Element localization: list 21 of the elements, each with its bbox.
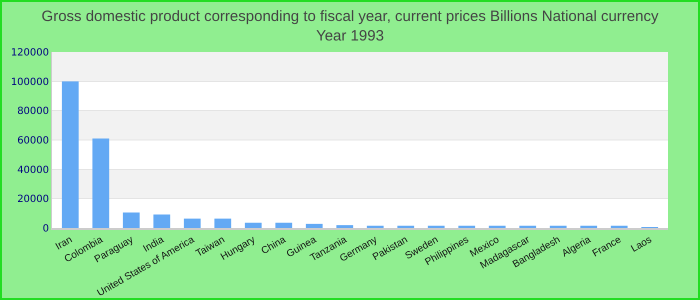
y-tick-label: 20000 xyxy=(17,194,49,206)
bar xyxy=(336,225,354,228)
bar xyxy=(214,218,232,228)
bar xyxy=(122,212,140,228)
x-tick-label: China xyxy=(260,234,288,257)
bar xyxy=(306,224,323,228)
y-tick-label: 100000 xyxy=(10,76,49,88)
y-tick-label: 60000 xyxy=(17,136,49,146)
bar xyxy=(153,214,170,228)
y-tick-label: 0 xyxy=(42,224,49,234)
y-tick-label: 120000 xyxy=(10,48,49,58)
chart-subtitle: Year 1993 xyxy=(316,28,384,45)
bar xyxy=(275,222,292,228)
bar xyxy=(244,222,262,228)
y-tick-label: 40000 xyxy=(17,164,49,176)
bar xyxy=(62,81,79,228)
chart-title: Gross domestic product corresponding to fiscal year, current prices Billions National currency xyxy=(42,8,659,26)
bar xyxy=(184,218,201,228)
x-tick-label: Laos xyxy=(629,234,654,255)
bar xyxy=(92,138,110,228)
y-tick-label: 80000 xyxy=(17,106,49,118)
